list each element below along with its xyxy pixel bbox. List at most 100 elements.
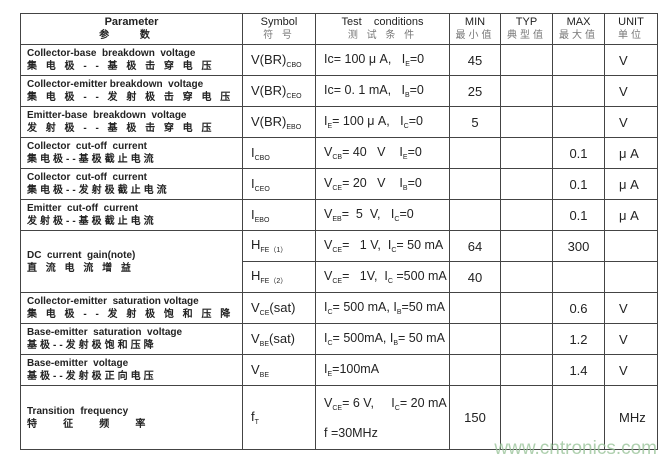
min-value: 45	[449, 44, 501, 76]
max-value	[552, 385, 605, 450]
min-value: 25	[449, 75, 501, 107]
text-segment: = 20 V I	[342, 176, 403, 190]
text-segment: =100mA	[332, 362, 380, 376]
symbol: V(BR)CEO	[242, 75, 316, 107]
subscript: EB	[332, 216, 342, 223]
typ-value	[500, 44, 553, 76]
subscript: C	[327, 340, 333, 347]
typ-value	[500, 292, 553, 324]
text-segment: V(BR)	[251, 82, 287, 98]
max-value: 1.2	[552, 323, 605, 355]
text-segment: (sat)	[269, 299, 296, 315]
subscript: FE（2）	[260, 278, 288, 285]
watermark: www.cntronics.com	[494, 438, 657, 459]
subscript: B	[402, 185, 408, 192]
symbol: V(BR)CBO	[242, 44, 316, 76]
typ-value	[500, 137, 553, 169]
text-segment: =0	[409, 83, 424, 97]
subscript: C	[327, 309, 333, 316]
text-segment: = 1 V, I	[342, 238, 392, 252]
unit: V	[604, 44, 658, 76]
text-segment: V(BR)	[251, 113, 287, 129]
parameter-name: Base-emitter saturation voltage 基极--发射极饱和…	[20, 323, 243, 355]
subscript: EBO	[286, 123, 302, 131]
max-value: 0.1	[552, 199, 605, 231]
text-segment: = 20 mA	[399, 395, 447, 410]
subscript: FE（1）	[260, 247, 288, 254]
text-segment: = 50 mA	[396, 238, 444, 252]
text-segment: V(BR)	[251, 51, 287, 67]
symbol: VBE	[242, 354, 316, 386]
header-row: Parameter 参 数 Symbol 符 号 Test conditions 测 …	[20, 13, 658, 45]
unit: μ A	[604, 168, 658, 200]
text-segment: Ic= 100 μ A, I	[324, 52, 406, 66]
symbol: IEBO	[242, 199, 316, 231]
text-segment: =0	[407, 176, 422, 190]
text-segment: V	[324, 176, 333, 190]
text-segment: I	[251, 175, 255, 191]
text-segment: = 50 mA	[398, 331, 445, 345]
subscript: C	[394, 216, 400, 223]
test-condition: VCE= 20 V IB=0	[315, 168, 450, 200]
symbol: V(BR)EBO	[242, 106, 316, 138]
max-value	[552, 106, 605, 138]
symbol: VBE(sat)	[242, 323, 316, 355]
min-value	[449, 137, 501, 169]
text-segment: V	[324, 145, 333, 159]
text-segment: = 6 V, I	[342, 395, 395, 410]
header-unit: UNIT 单位	[604, 13, 658, 45]
parameter-name: Collector cut-off current 集电极--基极截止电流	[20, 137, 243, 169]
subscript: B	[393, 340, 399, 347]
text-segment: I	[324, 300, 328, 314]
unit: μ A	[604, 199, 658, 231]
parameter-name: Collector-base breakdown voltage 集 电 极 - …	[20, 44, 243, 76]
text-segment: =0	[407, 145, 422, 159]
text-segment: I	[324, 114, 328, 128]
subscript: CE	[332, 404, 343, 412]
test-condition: VCE= 6 V, IC= 20 mA f =30MHz	[315, 385, 450, 450]
subscript: B	[404, 92, 410, 99]
typ-value	[500, 230, 553, 262]
subscript: E	[405, 61, 410, 68]
text-segment: = 500mA, I	[332, 331, 394, 345]
unit: V	[604, 106, 658, 138]
typ-value	[500, 323, 553, 355]
unit: V	[604, 323, 658, 355]
text-segment: V	[324, 238, 333, 252]
text-segment: Ic= 0. 1 mA, I	[324, 83, 405, 97]
text-segment: = 40 V I	[342, 145, 403, 159]
text-segment: =50 mA	[401, 300, 445, 314]
table-row: Collector-base breakdown voltage 集 电 极 - …	[20, 44, 658, 76]
text-segment: I	[324, 331, 328, 345]
subscript: BE	[259, 340, 270, 348]
header-typ: TYP 典型值	[500, 13, 553, 45]
test-condition: IE= 100 μ A, IC=0	[315, 106, 450, 138]
parameter-name: Transition frequency 特 征 频 率	[20, 385, 243, 450]
min-value	[449, 354, 501, 386]
text-segment: I	[324, 362, 328, 376]
min-value: 150	[449, 385, 501, 450]
text-segment: (sat)	[269, 330, 296, 346]
subscript: C	[394, 404, 400, 412]
max-value	[552, 261, 605, 293]
text-segment: H	[251, 268, 261, 283]
text-segment: =0	[409, 52, 425, 66]
subscript: BE	[259, 371, 270, 379]
table-row: Base-emitter voltage 基极--发射极正向电压 VBE IE=100…	[20, 354, 658, 386]
subscript: C	[387, 278, 393, 285]
symbol: VCE(sat)	[242, 292, 316, 324]
max-value: 0.1	[552, 168, 605, 200]
min-value: 64	[449, 230, 501, 262]
parameter-name: Collector-emitter breakdown voltage 集 电 极…	[20, 75, 243, 107]
parameter-name: DC current gain(note) 直 流 电 流 增 益	[20, 230, 243, 293]
typ-value	[500, 168, 553, 200]
test-condition: VCE= 1V, IC =500 mA	[315, 261, 450, 293]
header-test: Test conditions 测 试 条 件	[315, 13, 450, 45]
symbol: ICBO	[242, 137, 316, 169]
text-segment: =0	[408, 114, 423, 128]
header-parameter: Parameter 参 数	[20, 13, 243, 45]
parameter-name: Base-emitter voltage 基极--发射极正向电压	[20, 354, 243, 386]
table-row: DC current gain(note) 直 流 电 流 增 益 HFE（1） VC…	[20, 230, 658, 293]
unit: μ A	[604, 137, 658, 169]
test-condition: VCB= 40 V IE=0	[315, 137, 450, 169]
